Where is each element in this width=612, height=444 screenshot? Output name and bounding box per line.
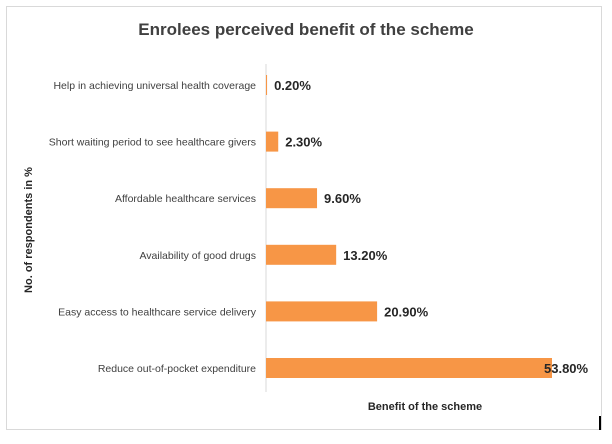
bar xyxy=(266,244,337,265)
x-axis-label: Benefit of the scheme xyxy=(368,401,482,413)
data-label: 0.20% xyxy=(274,78,311,93)
bar xyxy=(266,188,318,209)
chart-title: Enrolees perceived benefit of the scheme xyxy=(138,20,473,39)
data-label: 20.90% xyxy=(384,304,429,319)
bar xyxy=(266,75,268,95)
category-label: Reduce out-of-pocket expenditure xyxy=(98,363,256,375)
category-label: Availability of good drugs xyxy=(139,250,256,262)
bar xyxy=(266,358,552,378)
category-label: Help in achieving universal health cover… xyxy=(53,80,256,92)
data-label: 9.60% xyxy=(324,191,361,206)
edge-marker xyxy=(599,416,601,430)
bar xyxy=(266,301,378,322)
data-label: 53.80% xyxy=(544,361,589,376)
bar-marks: Help in achieving universal health cover… xyxy=(49,75,589,378)
y-axis-label: No. of respondents in % xyxy=(23,167,35,293)
bar xyxy=(266,131,279,152)
category-label: Affordable healthcare services xyxy=(115,193,256,205)
category-label: Short waiting period to see healthcare g… xyxy=(49,137,256,149)
data-label: 2.30% xyxy=(285,135,322,150)
category-label: Easy access to healthcare service delive… xyxy=(58,306,257,318)
data-label: 13.20% xyxy=(343,248,388,263)
